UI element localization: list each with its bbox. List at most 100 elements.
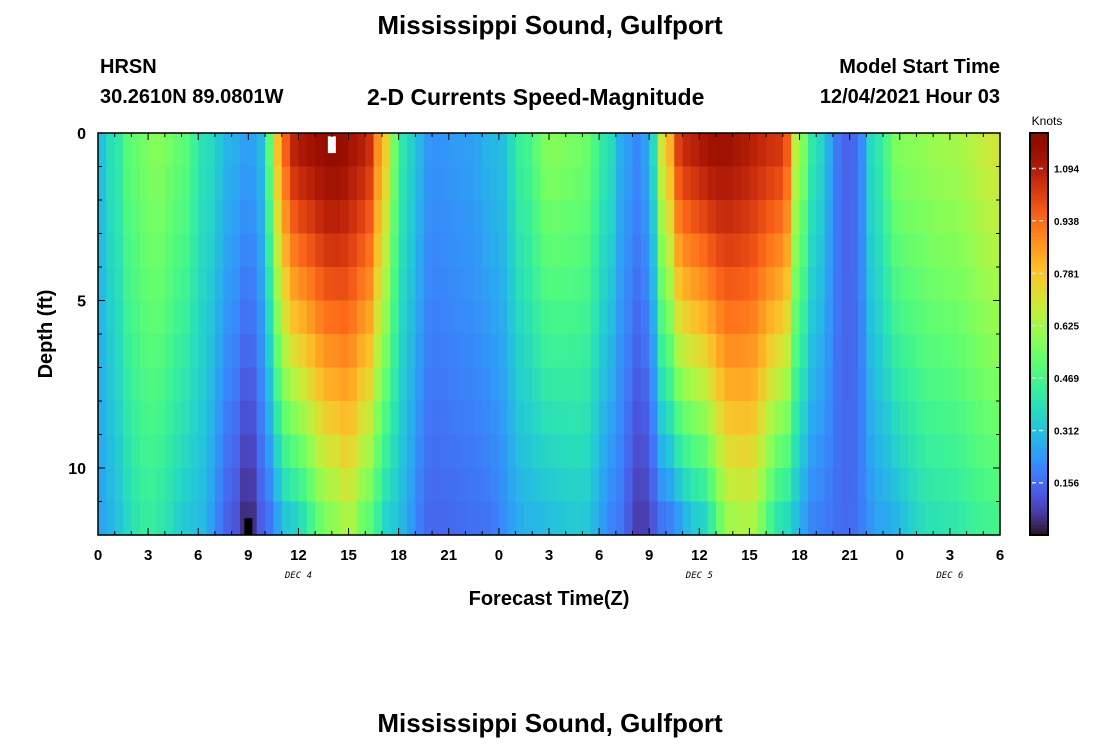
heatmap-cell <box>323 434 333 469</box>
heatmap-cell <box>298 501 308 536</box>
heatmap-cell <box>423 233 433 268</box>
heatmap-cell <box>423 133 433 168</box>
heatmap-cell <box>883 468 893 503</box>
heatmap-cell <box>248 334 258 369</box>
heatmap-cell <box>774 166 784 201</box>
heatmap-cell <box>507 434 517 469</box>
heatmap-cell <box>807 367 817 402</box>
heatmap-cell <box>298 434 308 469</box>
heatmap-cell <box>849 166 859 201</box>
heatmap-cell <box>298 468 308 503</box>
heatmap-cell <box>549 367 558 402</box>
heatmap-cell <box>198 367 208 402</box>
heatmap-cell <box>724 200 734 235</box>
heatmap-cell <box>899 401 909 436</box>
heatmap-cell <box>148 501 158 536</box>
heatmap-cell <box>607 401 617 436</box>
heatmap-cell <box>832 367 842 402</box>
heatmap-cell <box>599 133 609 168</box>
heatmap-cell <box>565 233 575 268</box>
heatmap-cell <box>674 367 684 402</box>
heatmap-cell <box>306 334 316 369</box>
heatmap-cell <box>582 334 592 369</box>
heatmap-cell <box>974 233 984 268</box>
heatmap-cell <box>473 468 483 503</box>
heatmap-cell <box>540 233 550 268</box>
heatmap-cell <box>749 133 759 168</box>
heatmap-cell <box>724 233 734 268</box>
heatmap-cell <box>916 267 926 302</box>
heatmap-cell <box>766 434 776 469</box>
heatmap-cell <box>432 367 442 402</box>
heatmap-cell <box>515 501 525 536</box>
heatmap-cell <box>173 166 183 201</box>
heatmap-cell <box>373 501 383 536</box>
heatmap-cell <box>791 233 801 268</box>
heatmap-cell <box>966 233 976 268</box>
heatmap-cell <box>599 267 609 302</box>
heatmap-cell <box>248 200 258 235</box>
heatmap-cell <box>498 166 508 201</box>
heatmap-cell <box>565 300 575 335</box>
heatmap-cell <box>565 166 575 201</box>
heatmap-cell <box>958 267 968 302</box>
heatmap-cell <box>699 300 709 335</box>
colorbar-segment <box>1030 156 1048 161</box>
heatmap-cell <box>782 401 792 436</box>
heatmap-cell <box>749 166 759 201</box>
heatmap-cell <box>732 501 742 536</box>
heatmap-cell <box>373 434 383 469</box>
heatmap-cell <box>632 434 642 469</box>
heatmap-cell <box>482 501 492 536</box>
heatmap-cell <box>114 434 124 469</box>
colorbar-segment <box>1030 287 1048 292</box>
heatmap-cell <box>331 267 341 302</box>
heatmap-cell <box>281 300 291 335</box>
heatmap-cell <box>423 200 433 235</box>
heatmap-cell <box>239 401 249 436</box>
heatmap-cell <box>874 233 884 268</box>
chart-title: Mississippi Sound, Gulfport <box>377 10 723 40</box>
heatmap-cell <box>849 367 859 402</box>
heatmap-cell <box>156 434 166 469</box>
heatmap-cell <box>340 334 350 369</box>
heatmap-cell <box>457 334 467 369</box>
heatmap-cell <box>958 334 968 369</box>
heatmap-cell <box>465 233 475 268</box>
heatmap-cell <box>565 200 575 235</box>
heatmap-cell <box>290 267 300 302</box>
heatmap-cell <box>632 233 642 268</box>
heatmap-cell <box>515 133 525 168</box>
heatmap-cell <box>874 434 884 469</box>
heatmap-cell <box>365 200 375 235</box>
heatmap-cell <box>448 334 458 369</box>
heatmap-cell <box>832 166 842 201</box>
heatmap-cell <box>716 434 725 469</box>
heatmap-cell <box>457 267 467 302</box>
heatmap-cell <box>156 334 166 369</box>
heatmap-cell <box>874 200 884 235</box>
heatmap-cell <box>98 267 107 302</box>
heatmap-cell <box>306 468 316 503</box>
heatmap-cell <box>549 334 558 369</box>
heatmap-cell <box>674 133 684 168</box>
heatmap-cell <box>239 200 249 235</box>
heatmap-cell <box>958 434 968 469</box>
heatmap-cell <box>741 267 751 302</box>
heatmap-cell <box>423 434 433 469</box>
heatmap-cell <box>256 300 266 335</box>
heatmap-cell <box>707 300 717 335</box>
heatmap-cell <box>832 468 842 503</box>
heatmap-cell <box>340 133 350 168</box>
heatmap-cell <box>139 468 149 503</box>
heatmap-cell <box>632 267 642 302</box>
heatmap-cell <box>958 401 968 436</box>
heatmap-cell <box>699 267 709 302</box>
heatmap-cell <box>590 166 600 201</box>
heatmap-cell <box>340 200 350 235</box>
heatmap-cell <box>707 233 717 268</box>
heatmap-cell <box>749 367 759 402</box>
heatmap-cell <box>98 133 107 168</box>
heatmap-cell <box>198 468 208 503</box>
colorbar-segment <box>1030 273 1048 278</box>
